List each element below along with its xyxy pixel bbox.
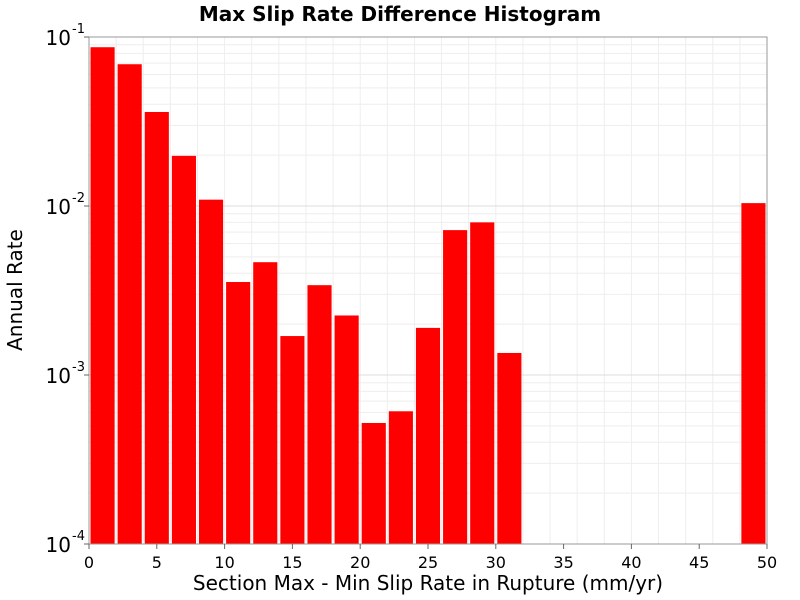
histogram-bar <box>361 422 386 544</box>
x-tick-label: 50 <box>757 553 777 572</box>
histogram-bar <box>307 285 332 544</box>
y-tick-exponent: -2 <box>72 191 85 206</box>
histogram-bar <box>334 315 359 544</box>
histogram-bar <box>741 203 766 544</box>
x-tick-label: 0 <box>84 553 94 572</box>
histogram-bar <box>198 199 224 544</box>
histogram-bar <box>415 327 441 544</box>
x-tick-label: 5 <box>152 553 162 572</box>
x-tick-label: 40 <box>621 553 641 572</box>
grid-lines <box>89 37 767 545</box>
histogram-bar <box>117 64 142 545</box>
y-tick-label: 10 <box>46 533 71 557</box>
y-tick-exponent: -3 <box>72 360 85 375</box>
histogram-bar <box>470 222 495 544</box>
x-tick-label: 15 <box>282 553 302 572</box>
histogram-bar <box>90 47 115 544</box>
y-axis-ticks: 10-110-210-310-4 <box>46 22 89 557</box>
histogram-bar <box>171 155 196 544</box>
histogram-bar <box>226 282 251 544</box>
histogram-bar <box>497 352 522 544</box>
y-tick-label: 10 <box>46 364 71 388</box>
x-tick-label: 20 <box>350 553 370 572</box>
histogram-bar <box>280 336 305 544</box>
y-tick-exponent: -4 <box>72 529 85 544</box>
x-axis-ticks: 0 5 10 15 20 25 30 35 40 45 50 <box>84 544 777 572</box>
histogram-bar <box>253 262 278 544</box>
x-tick-label: 35 <box>553 553 573 572</box>
y-axis-label: Annual Rate <box>3 229 27 351</box>
x-axis-label: Section Max - Min Slip Rate in Rupture (… <box>193 571 663 595</box>
x-tick-label: 25 <box>418 553 438 572</box>
x-tick-label: 30 <box>486 553 506 572</box>
y-tick-label: 10 <box>46 195 71 219</box>
bars-group <box>90 47 766 545</box>
x-tick-label: 45 <box>689 553 709 572</box>
chart-title: Max Slip Rate Difference Histogram <box>199 2 601 26</box>
histogram-bar <box>144 111 169 545</box>
y-tick-exponent: -1 <box>72 22 85 37</box>
y-tick-label: 10 <box>46 26 71 50</box>
histogram-bar <box>443 230 468 544</box>
histogram-bar <box>388 411 413 544</box>
x-tick-label: 10 <box>214 553 234 572</box>
